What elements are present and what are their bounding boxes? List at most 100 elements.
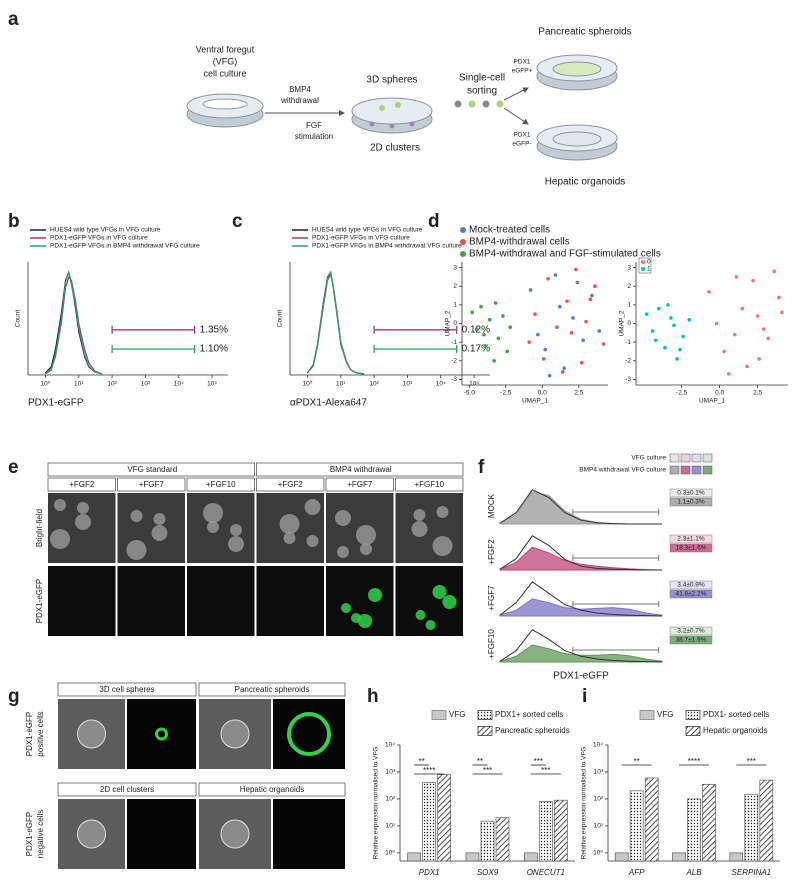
row-label: negative cells xyxy=(36,810,45,858)
y-tick-label: 2 xyxy=(627,283,631,290)
x-tick-label: 10² xyxy=(107,381,117,388)
legend-marker xyxy=(460,239,466,245)
significance-label: **** xyxy=(423,766,435,775)
x-tick-label: -2.5 xyxy=(500,390,512,397)
point xyxy=(527,340,531,344)
point xyxy=(571,316,575,320)
x-tick-label: 10¹ xyxy=(74,381,84,388)
gfp-signal xyxy=(341,603,351,613)
y-tick-label: -2 xyxy=(451,357,457,364)
label: Ventral foregut xyxy=(196,44,255,54)
point xyxy=(479,304,483,309)
curve xyxy=(499,489,662,525)
row-label: +FGF2 xyxy=(487,539,496,565)
micrograph xyxy=(127,799,196,869)
cluster xyxy=(409,121,415,127)
bar xyxy=(744,793,759,862)
panel-label: a xyxy=(8,9,19,30)
point xyxy=(546,276,550,281)
point xyxy=(669,316,673,320)
y-tick-label: 10¹ xyxy=(594,823,604,830)
legend-swatch xyxy=(685,710,701,720)
value-box xyxy=(669,543,713,553)
point xyxy=(492,358,496,363)
point xyxy=(579,360,584,365)
x-tick-label: ALB xyxy=(685,868,702,877)
x-tick-label: 10¹ xyxy=(336,381,346,388)
y-axis-label: UMAP_2 xyxy=(445,310,452,336)
gate-label: 1.35% xyxy=(200,324,228,335)
micrograph xyxy=(273,699,345,769)
cell-cluster xyxy=(283,532,296,544)
gfp-signal xyxy=(415,610,426,620)
point xyxy=(487,317,492,322)
value-label: 3.4±0.9% xyxy=(677,582,705,589)
label: eGFP+ xyxy=(512,68,533,75)
label: FGF xyxy=(306,121,322,130)
point xyxy=(666,303,670,307)
legend-swatch xyxy=(685,726,701,736)
legend-box xyxy=(638,257,652,274)
label: eGFP- xyxy=(512,141,531,148)
group-header xyxy=(198,682,346,697)
point xyxy=(597,329,602,333)
gfp-signal xyxy=(358,614,372,628)
gfp-signal xyxy=(432,585,447,599)
x-tick-label: ONECUT1 xyxy=(527,868,565,877)
group-header xyxy=(57,682,197,697)
y-tick-label: 3 xyxy=(627,264,631,271)
curve xyxy=(499,581,663,617)
gfp-signal xyxy=(287,712,331,756)
column-header xyxy=(395,477,464,492)
y-tick-label: 10¹ xyxy=(386,823,396,830)
point xyxy=(470,310,475,315)
value-label: 3.2±0.7% xyxy=(677,628,705,635)
value-label: 2.3±1.1% xyxy=(677,536,705,543)
column-label: +FGF2 xyxy=(278,480,304,489)
cell-cluster xyxy=(228,536,244,552)
x-tick-label: 0.0 xyxy=(715,390,724,397)
micrograph xyxy=(187,493,255,563)
sphere xyxy=(395,102,401,108)
point xyxy=(574,267,578,272)
micrograph xyxy=(117,566,185,636)
significance-label: ** xyxy=(419,757,425,766)
value-box xyxy=(669,534,713,544)
legend-swatch xyxy=(691,453,702,463)
group-header xyxy=(256,462,464,477)
value-box xyxy=(669,635,713,645)
cell-cluster xyxy=(220,819,250,849)
point xyxy=(766,336,771,341)
cell-cluster xyxy=(77,719,106,749)
cluster xyxy=(369,121,375,127)
x-tick-label: 10² xyxy=(369,381,379,388)
point xyxy=(726,372,731,376)
cell-cluster xyxy=(230,524,242,536)
point xyxy=(555,325,559,330)
value-label: 18.3±1.6% xyxy=(675,545,706,552)
cell-cluster xyxy=(304,499,321,515)
label: cell culture xyxy=(203,68,246,78)
group-label: BMP4 withdrawal xyxy=(330,465,392,474)
cell-cluster xyxy=(77,502,89,514)
point xyxy=(474,327,479,331)
bar xyxy=(672,852,686,862)
bar xyxy=(407,852,421,862)
significance-label: *** xyxy=(534,757,543,766)
legend-swatch xyxy=(680,453,691,463)
value-box xyxy=(669,580,713,590)
group-header xyxy=(198,782,346,797)
point xyxy=(663,345,667,350)
bar xyxy=(539,801,553,862)
dish xyxy=(351,97,433,125)
y-tick-label: -3 xyxy=(625,376,631,383)
x-tick-label: 2.5 xyxy=(574,390,583,397)
panel-label: i xyxy=(582,686,587,707)
curve xyxy=(306,270,365,375)
point xyxy=(543,347,548,352)
y-tick-label: 10⁰ xyxy=(385,850,395,857)
x-axis-label: PDX1-eGFP xyxy=(553,671,609,682)
legend-label: VFG culture xyxy=(631,455,666,462)
x-tick-label: 10⁴ xyxy=(174,381,184,388)
panel-label: b xyxy=(8,211,20,232)
